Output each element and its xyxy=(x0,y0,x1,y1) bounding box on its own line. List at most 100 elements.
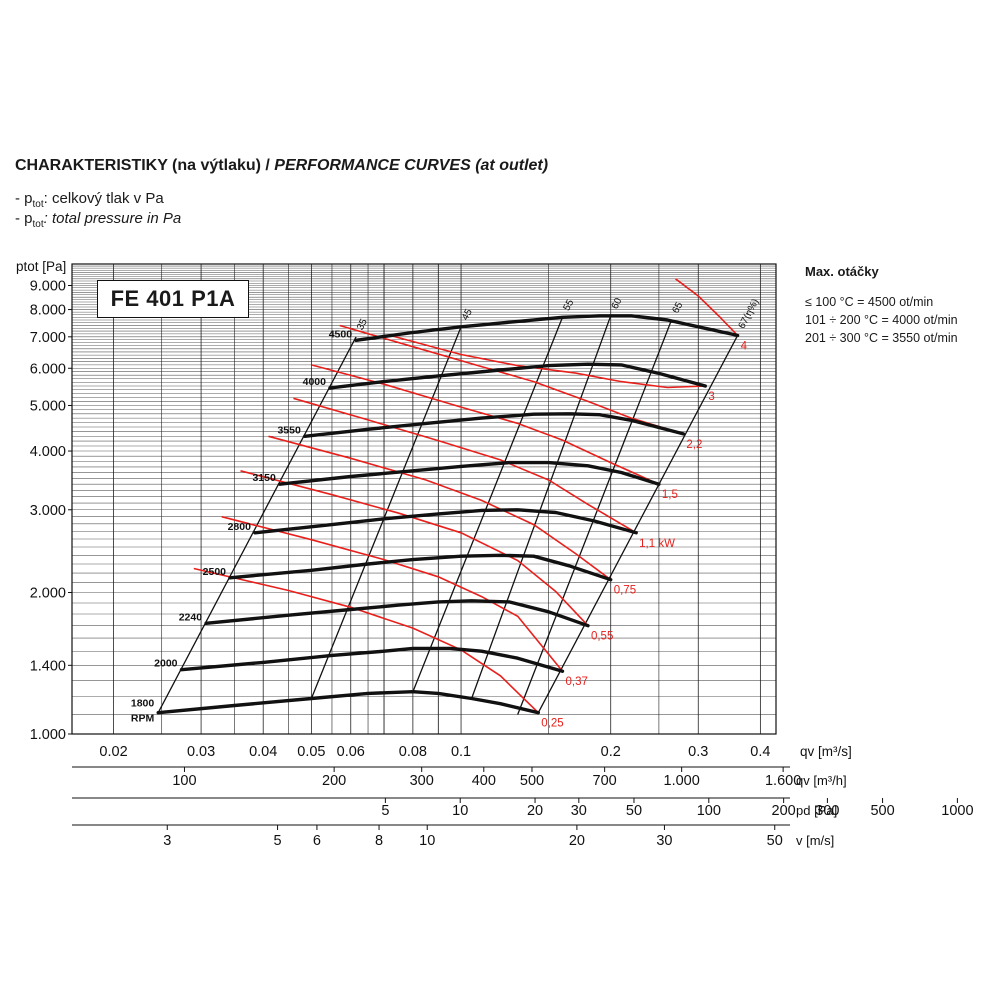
x-tick-label: 0.3 xyxy=(688,744,708,760)
title-cz: CHARAKTERISTIKY (na výtlaku) / xyxy=(15,157,275,174)
secondary-tick-label-velocity: 5 xyxy=(274,833,282,849)
max-speed-info: Max. otáčky ≤ 100 °C = 4500 ot/min 101 ÷… xyxy=(805,263,958,347)
y-axis-label: ptot [Pa] xyxy=(16,259,66,274)
chart-title: CHARAKTERISTIKY (na výtlaku) / PERFORMAN… xyxy=(15,157,548,175)
rpm-unit-label: RPM xyxy=(131,713,155,725)
power-label: 0,75 xyxy=(614,585,636,597)
legend-symbol: p xyxy=(24,210,33,227)
secondary-tick-label-pd: 10 xyxy=(452,803,468,819)
power-label: 3 xyxy=(708,391,714,403)
rpm-label: 2800 xyxy=(228,521,252,533)
x-tick-label: 0.06 xyxy=(337,744,365,760)
secondary-tick-label-qv-m3h: 200 xyxy=(322,773,346,789)
max-speed-line: 101 ÷ 200 °C = 4000 ot/min xyxy=(805,313,958,327)
power-label: 0,55 xyxy=(591,631,613,643)
y-tick-label: 9.000 xyxy=(30,279,66,295)
y-tick-label: 7.000 xyxy=(30,330,66,346)
y-tick-label: 2.000 xyxy=(30,586,66,602)
efficiency-line xyxy=(537,335,739,714)
power-curve xyxy=(339,324,684,435)
efficiency-label: 45 xyxy=(460,307,475,322)
secondary-tick-label-velocity: 30 xyxy=(656,833,672,849)
speed-curve xyxy=(328,362,707,390)
power-curve xyxy=(675,278,739,336)
power-label: 0,37 xyxy=(566,676,588,688)
speed-curve xyxy=(253,508,638,535)
x-tick-label: 0.4 xyxy=(750,744,770,760)
secondary-tick-label-qv-m3h: 500 xyxy=(520,773,544,789)
speed-curve xyxy=(354,314,740,342)
efficiency-line xyxy=(517,319,673,715)
x-tick-label: 0.1 xyxy=(451,744,471,760)
secondary-tick-label-velocity: 6 xyxy=(313,833,321,849)
secondary-tick-label-pd: 50 xyxy=(626,803,642,819)
speed-curve xyxy=(303,412,686,438)
title-en: PERFORMANCE CURVES (at outlet) xyxy=(274,157,549,174)
legend-dash: - xyxy=(15,210,25,227)
secondary-tick-label-velocity: 10 xyxy=(419,833,435,849)
efficiency-label: 55 xyxy=(561,297,576,312)
legend-en: - ptot: total pressure in Pa xyxy=(15,210,181,230)
rpm-label: 2500 xyxy=(203,566,227,578)
secondary-tick-label-pd: 5 xyxy=(381,803,389,819)
model-label: FE 401 P1A xyxy=(97,280,249,318)
secondary-tick-label-qv-m3h: 300 xyxy=(410,773,434,789)
x-tick-label: 0.05 xyxy=(297,744,325,760)
secondary-tick-label-velocity: 3 xyxy=(163,833,171,849)
rpm-label: 4500 xyxy=(329,328,353,340)
secondary-tick-label-qv-m3h: 700 xyxy=(593,773,617,789)
x-tick-label: 0.04 xyxy=(249,744,277,760)
secondary-tick-label-velocity: 8 xyxy=(375,833,383,849)
secondary-tick-label-qv-m3h: 1.600 xyxy=(765,773,801,789)
secondary-tick-label-velocity: 20 xyxy=(569,833,585,849)
power-curve xyxy=(293,397,637,534)
secondary-tick-label-velocity: 50 xyxy=(767,833,783,849)
secondary-tick-label-pd: 200 xyxy=(772,803,796,819)
secondary-tick-label-pd: 30 xyxy=(571,803,587,819)
secondary-tick-label-qv-m3h: 400 xyxy=(472,773,496,789)
legend-dash: - xyxy=(15,190,25,207)
y-tick-label: 3.000 xyxy=(30,503,66,519)
x-tick-label: 0.03 xyxy=(187,744,215,760)
x-tick-label: 0.2 xyxy=(601,744,621,760)
rpm-label: 1800 xyxy=(131,698,155,710)
power-curve xyxy=(240,470,589,627)
secondary-axis-label-pd: pd [Pa] xyxy=(796,803,837,818)
rpm-label: 4000 xyxy=(303,376,327,388)
rpm-label: 2240 xyxy=(179,611,203,623)
efficiency-line xyxy=(412,317,564,692)
power-curve xyxy=(311,364,660,485)
secondary-tick-label-qv-m3h: 100 xyxy=(172,773,196,789)
legend-cz: - ptot: celkový tlak v Pa xyxy=(15,190,164,210)
rpm-label: 3150 xyxy=(252,472,276,484)
legend-subscript: tot xyxy=(32,219,44,230)
speed-curve xyxy=(228,553,613,582)
efficiency-line xyxy=(310,326,462,699)
efficiency-line xyxy=(470,315,612,699)
secondary-axis-label-velocity: v [m/s] xyxy=(796,833,834,848)
speed-curve xyxy=(278,460,661,486)
max-speed-line: 201 ÷ 300 °C = 3550 ot/min xyxy=(805,331,958,345)
legend-symbol: p xyxy=(24,190,33,207)
secondary-tick-label-pd: 300 xyxy=(815,803,839,819)
y-tick-label: 5.000 xyxy=(30,398,66,414)
power-label: 4 xyxy=(741,340,748,352)
efficiency-label: 35 xyxy=(355,317,370,332)
power-curve xyxy=(268,435,612,581)
legend-text-cz: : celkový tlak v Pa xyxy=(43,190,164,207)
power-label: 0,25 xyxy=(541,718,563,730)
secondary-axis-label-qv-m3h: qv [m³/h] xyxy=(796,773,847,788)
secondary-tick-label-pd: 20 xyxy=(527,803,543,819)
speed-curve xyxy=(204,599,590,628)
secondary-tick-label-qv-m3h: 1.000 xyxy=(664,773,700,789)
rpm-label: 3550 xyxy=(277,424,301,436)
rpm-label: 2000 xyxy=(154,658,178,670)
power-label: 1,5 xyxy=(662,489,678,501)
max-speed-line: ≤ 100 °C = 4500 ot/min xyxy=(805,295,934,309)
legend-subscript: tot xyxy=(32,199,44,210)
y-tick-label: 1.400 xyxy=(30,658,66,674)
power-label: 1,1 kW xyxy=(639,538,675,550)
secondary-tick-label-pd: 1000 xyxy=(941,803,973,819)
efficiency-label: 65 xyxy=(670,300,685,315)
